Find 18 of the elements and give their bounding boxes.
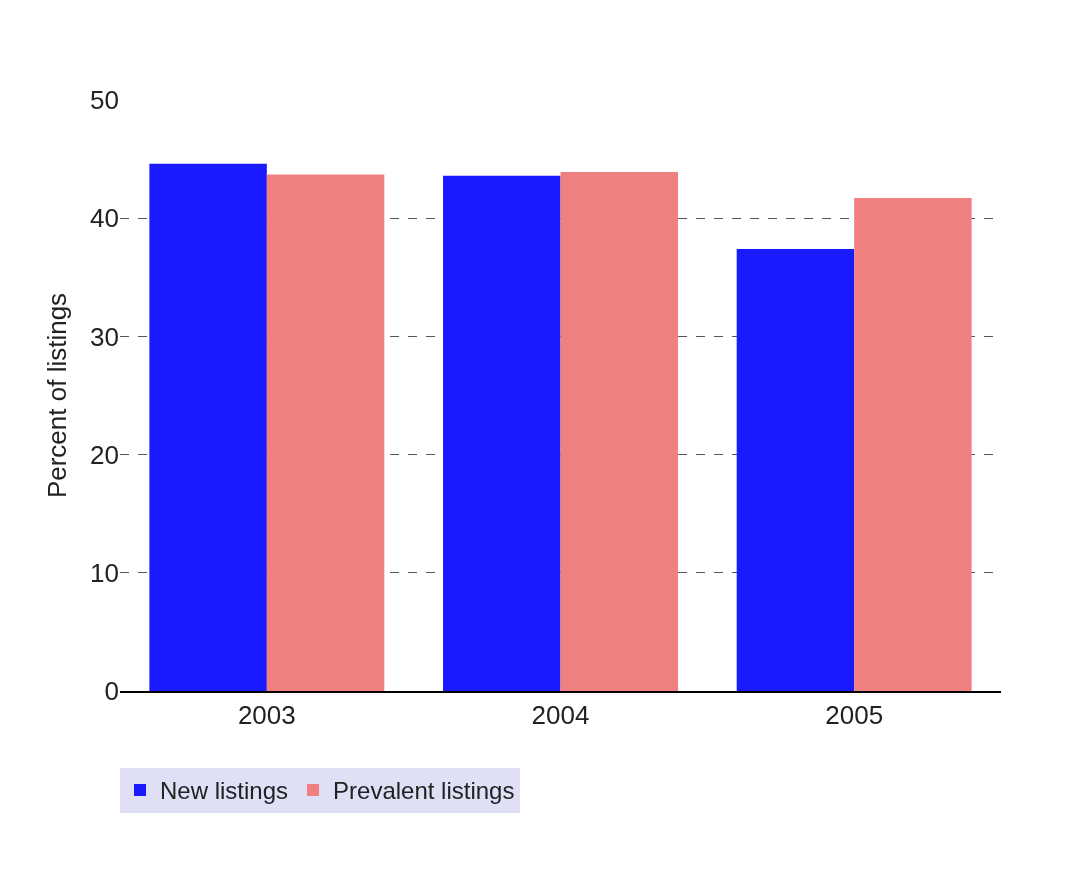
legend-label: Prevalent listings [333, 777, 515, 805]
y-tick-label: 40 [90, 203, 119, 234]
bar [443, 175, 561, 691]
y-tick-label: 10 [90, 557, 119, 588]
y-tick-label: 0 [104, 676, 119, 707]
bar [854, 198, 972, 691]
y-tick-label: 50 [90, 85, 119, 116]
x-tick-label: 2004 [531, 700, 590, 731]
x-tick-label: 2003 [237, 700, 296, 731]
x-tick-label: 2005 [825, 700, 884, 731]
y-axis-title: Percent of listings [42, 292, 73, 499]
bar [736, 248, 855, 691]
bar [560, 172, 678, 691]
bar [149, 163, 267, 691]
bar [266, 174, 385, 691]
legend-label: New listings [160, 777, 289, 805]
y-tick-label: 20 [90, 439, 119, 470]
y-tick-label: 30 [90, 321, 119, 352]
